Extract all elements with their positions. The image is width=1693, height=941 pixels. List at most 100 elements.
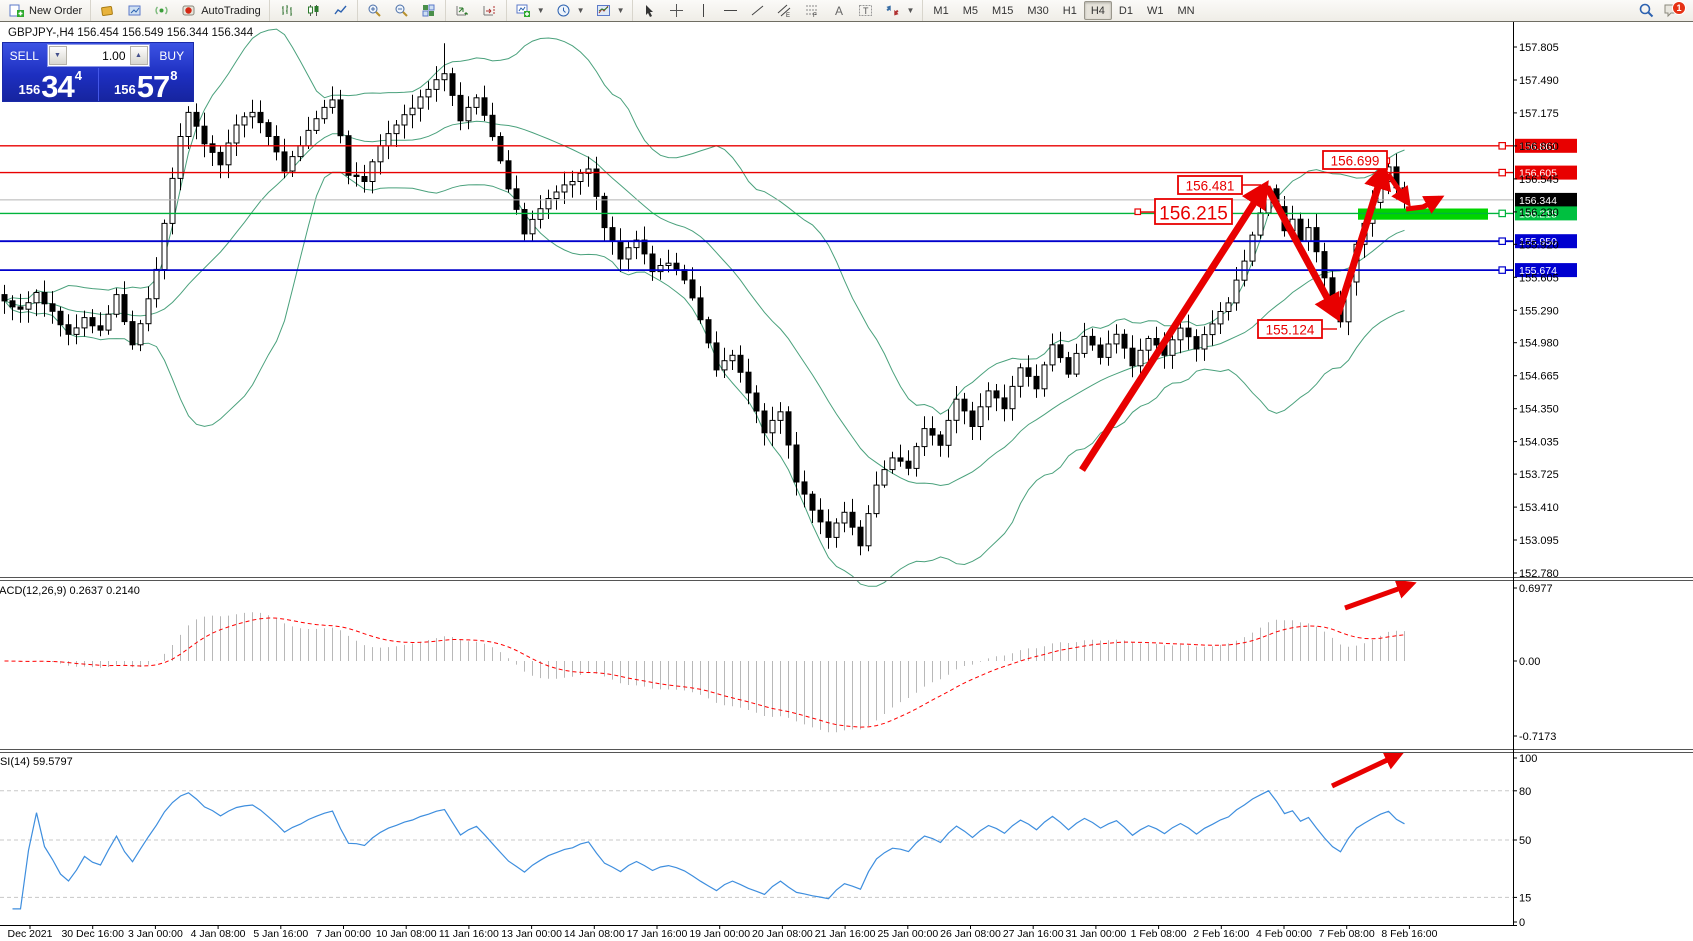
price-line-handle[interactable] bbox=[1498, 237, 1507, 246]
price-annotation-156.215[interactable]: 156.215 bbox=[1134, 198, 1233, 225]
annotation-box[interactable] bbox=[1154, 198, 1233, 225]
line-chart-button[interactable] bbox=[327, 1, 354, 20]
fibonacci-tool[interactable]: F bbox=[798, 1, 825, 20]
timeframe-button-h1[interactable]: H1 bbox=[1062, 4, 1077, 17]
candle-body bbox=[241, 116, 248, 126]
annotation-text: 156.699 bbox=[1331, 153, 1380, 168]
auto-scroll-button[interactable] bbox=[449, 1, 476, 20]
volume-down-button[interactable]: ▼ bbox=[48, 46, 67, 65]
text-label-tool[interactable]: T bbox=[852, 1, 879, 20]
zoom-out-button[interactable] bbox=[388, 1, 415, 20]
green-zone-rectangle[interactable] bbox=[1358, 208, 1488, 220]
price-line-handle[interactable] bbox=[1498, 168, 1507, 177]
trend-arrow[interactable] bbox=[1334, 161, 1392, 316]
panel-splitter[interactable] bbox=[0, 749, 1693, 753]
timeframe-button-m5[interactable]: M5 bbox=[962, 4, 978, 17]
price-badge-label: 156.861 bbox=[1519, 141, 1557, 153]
timeframe-button-h4[interactable]: H4 bbox=[1083, 1, 1112, 20]
annotation-box[interactable] bbox=[1177, 175, 1243, 195]
price-line-156.215[interactable]: 156.215 bbox=[0, 206, 1577, 221]
price-line-handle[interactable] bbox=[1498, 209, 1507, 218]
templates-dropdown[interactable]: ▼ bbox=[590, 1, 630, 20]
annotation-box[interactable] bbox=[1257, 319, 1323, 339]
new-chart-dropdown[interactable]: ▼ bbox=[510, 1, 550, 20]
signals-icon bbox=[153, 2, 170, 19]
trendline-tool[interactable] bbox=[744, 1, 771, 20]
rsi-tick-label: 0 bbox=[1519, 917, 1525, 929]
timeframe-button-m30[interactable]: M30 bbox=[1027, 4, 1049, 17]
candle-body bbox=[1113, 333, 1120, 345]
candlestick-icon bbox=[305, 2, 322, 19]
candle-body bbox=[217, 151, 224, 166]
candle-body bbox=[905, 460, 912, 469]
chart-shift-button[interactable] bbox=[476, 1, 503, 20]
candle-body bbox=[1137, 349, 1144, 367]
price-annotation-156.481[interactable]: 156.481 bbox=[1177, 175, 1261, 195]
annotation-handle[interactable] bbox=[1134, 208, 1142, 216]
autotrading-button[interactable]: AutoTrading bbox=[175, 1, 266, 20]
price-line-handle[interactable] bbox=[1498, 266, 1507, 274]
volume-up-button[interactable]: ▲ bbox=[129, 46, 148, 65]
trend-arrow[interactable] bbox=[1079, 180, 1269, 472]
panel-splitter[interactable] bbox=[0, 577, 1693, 581]
sell-button[interactable]: SELL bbox=[9, 48, 39, 63]
timeframe-button-m15[interactable]: M15 bbox=[991, 4, 1014, 17]
text-tool[interactable]: A bbox=[825, 1, 852, 20]
price-line-156.344[interactable]: 156.344 bbox=[0, 192, 1577, 207]
timeframe-button-m1[interactable]: M1 bbox=[933, 4, 949, 17]
price-annotation-155.124[interactable]: 155.124 bbox=[1257, 319, 1337, 339]
tile-windows-button[interactable] bbox=[415, 1, 442, 20]
volume-input[interactable] bbox=[67, 45, 129, 66]
arrows-dropdown[interactable]: ▼ bbox=[879, 1, 919, 20]
candlestick-button[interactable] bbox=[300, 1, 327, 20]
horizontal-line-tool[interactable] bbox=[717, 1, 744, 20]
signals-button[interactable] bbox=[148, 1, 175, 20]
metaeditor-button[interactable] bbox=[94, 1, 121, 20]
cursor-tool[interactable] bbox=[636, 1, 663, 20]
market-watch-button[interactable] bbox=[121, 1, 148, 20]
sell-price[interactable]: 156 34 4 bbox=[3, 68, 99, 102]
price-line-155.674[interactable]: 155.674 bbox=[0, 263, 1577, 278]
vertical-line-tool[interactable] bbox=[690, 1, 717, 20]
timeframe-button-mn[interactable]: MN bbox=[1177, 4, 1195, 17]
crosshair-tool[interactable] bbox=[663, 1, 690, 20]
trend-arrow[interactable] bbox=[1330, 751, 1405, 789]
search-icon[interactable] bbox=[1638, 2, 1655, 19]
candle-body bbox=[417, 96, 424, 109]
profiles-dropdown[interactable]: ▼ bbox=[550, 1, 590, 20]
price-tick-label: 153.410 bbox=[1519, 502, 1559, 514]
candle-body bbox=[993, 390, 1000, 399]
timeframe-button-w1[interactable]: W1 bbox=[1146, 4, 1164, 17]
trend-arrow[interactable] bbox=[1344, 579, 1417, 611]
new-order-button[interactable]: New Order bbox=[3, 1, 87, 20]
candle-body bbox=[209, 143, 216, 153]
horizontal-line-icon bbox=[722, 2, 739, 19]
svg-text:T: T bbox=[863, 6, 869, 16]
notifications-button[interactable]: 1 bbox=[1663, 0, 1686, 20]
toolbar-right: 1 bbox=[1638, 0, 1693, 20]
price-line-handle[interactable] bbox=[1498, 142, 1507, 150]
candle-body bbox=[1073, 352, 1080, 375]
price-line-155.950[interactable]: 155.950 bbox=[0, 234, 1577, 249]
candle-body bbox=[737, 354, 744, 373]
trend-arrow[interactable] bbox=[1263, 185, 1341, 323]
zoom-in-button[interactable] bbox=[361, 1, 388, 20]
channel-tool[interactable]: E bbox=[771, 1, 798, 20]
price-badge-label: 155.950 bbox=[1519, 236, 1557, 248]
buy-button[interactable]: BUY bbox=[159, 48, 185, 63]
price-line-156.861[interactable]: 156.861 bbox=[0, 138, 1577, 153]
price-line-156.605[interactable]: 156.605 bbox=[0, 165, 1577, 180]
price-annotation-156.699[interactable]: 156.699 bbox=[1322, 150, 1391, 170]
macd-label: MACD(12,26,9) 0.2637 0.2140 bbox=[0, 585, 140, 597]
trend-arrow[interactable] bbox=[1385, 172, 1411, 208]
annotation-box[interactable] bbox=[1322, 150, 1388, 170]
zoom-in-icon bbox=[366, 2, 383, 19]
toolbar-group-new: ▼ ▼ ▼ bbox=[505, 0, 633, 21]
timeframe-button-d1[interactable]: D1 bbox=[1118, 4, 1133, 17]
date-tick-label: 19 Jan 00:00 bbox=[689, 928, 750, 940]
trend-arrow[interactable] bbox=[1405, 195, 1445, 214]
price-badge bbox=[1515, 165, 1577, 180]
buy-price[interactable]: 156 57 8 bbox=[99, 68, 194, 102]
bar-chart-button[interactable] bbox=[273, 1, 300, 20]
